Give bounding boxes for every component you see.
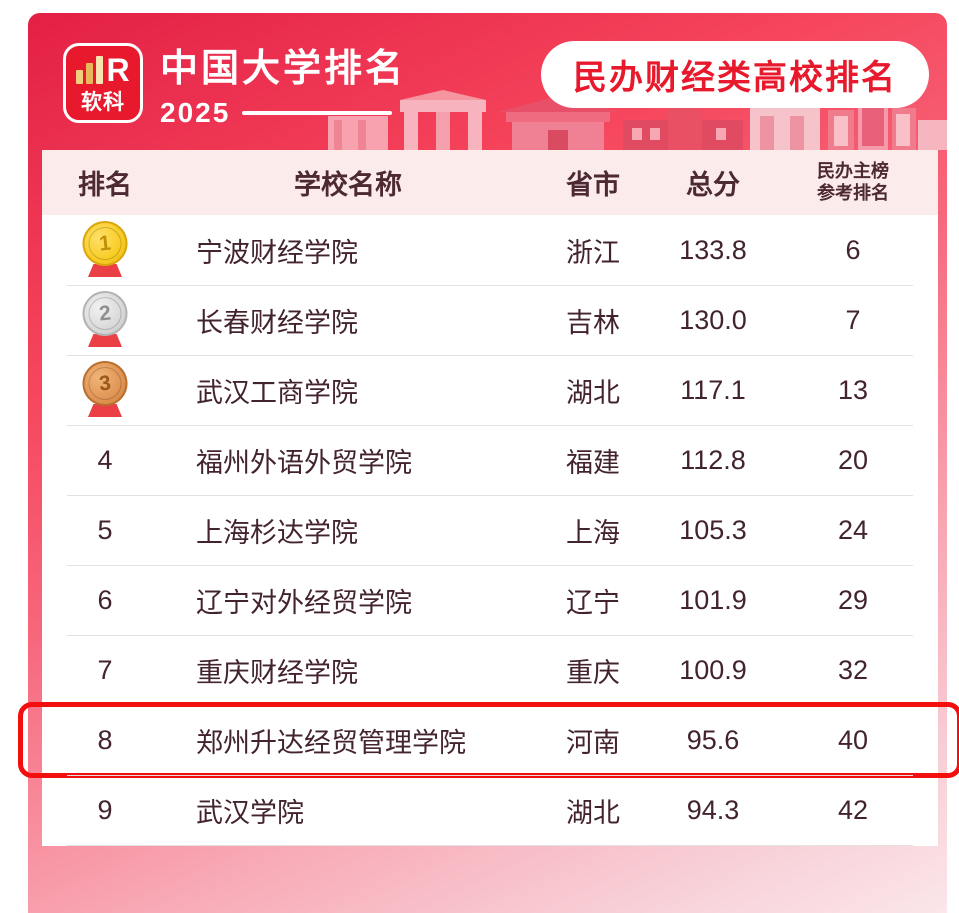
- province: 福建: [566, 447, 620, 478]
- province: 重庆: [566, 657, 620, 688]
- table-row: 7 重庆财经学院 重庆 100.9 32: [42, 635, 938, 705]
- medal-icon: 2: [80, 288, 130, 349]
- province: 湖北: [566, 797, 620, 828]
- logo-letter: R: [106, 52, 130, 88]
- total-score: 100.9: [679, 654, 747, 685]
- column-header-rank: 排名: [78, 170, 132, 200]
- school-name: 上海杉达学院: [196, 517, 358, 548]
- rank-number: 4: [97, 444, 113, 475]
- rank-number: 7: [97, 654, 113, 685]
- column-header-ref-line1: 民办主榜: [817, 160, 889, 181]
- rank-number: 5: [97, 514, 113, 545]
- ref-rank: 29: [837, 584, 869, 615]
- medal-icon: 1: [80, 218, 130, 279]
- table-row: 3 武汉工商学院 湖北 117.1 13: [42, 355, 938, 425]
- province: 上海: [566, 517, 620, 548]
- total-score: 95.6: [686, 724, 740, 755]
- rank-cell: 5: [42, 515, 168, 546]
- table-row: 5 上海杉达学院 上海 105.3 24: [42, 495, 938, 565]
- rank-cell: 9: [42, 795, 168, 826]
- ref-rank: 6: [845, 234, 861, 265]
- ref-rank: 32: [837, 654, 869, 685]
- total-score: 94.3: [686, 794, 740, 825]
- rank-cell: 7: [42, 655, 168, 686]
- total-score: 117.1: [680, 374, 746, 405]
- campus-skyline-illustration: [328, 90, 947, 150]
- ranking-table: 排名 学校名称 省市 总分 民办主榜 参考排名 1 宁波财经学院 浙江 133.…: [18, 150, 959, 846]
- school-name: 武汉工商学院: [196, 377, 358, 408]
- table-row: 6 辽宁对外经贸学院 辽宁 101.9 29: [42, 565, 938, 635]
- column-header-score: 总分: [686, 170, 740, 200]
- category-badge: 民办财经类高校排名: [541, 41, 929, 108]
- ref-rank: 7: [845, 304, 861, 335]
- total-score: 133.8: [679, 234, 747, 265]
- school-name: 辽宁对外经贸学院: [196, 587, 412, 618]
- table-row: 8 郑州升达经贸管理学院 河南 95.6 40: [18, 702, 959, 778]
- medal-coin: 2: [80, 288, 130, 339]
- ref-rank: 20: [837, 444, 869, 475]
- medal-icon: 3: [80, 358, 130, 419]
- rank-cell: 2: [42, 288, 168, 349]
- school-name: 武汉学院: [196, 797, 304, 828]
- medal-ribbon: [88, 404, 122, 417]
- ref-rank: 24: [837, 514, 869, 545]
- table-row: 2 长春财经学院 吉林 130.0 7: [42, 285, 938, 355]
- province: 浙江: [566, 237, 620, 268]
- card-header: R 软科 中国大学排名 2025 民办财经类高校排名: [28, 13, 947, 150]
- bar-chart-icon: [76, 56, 104, 84]
- ref-rank: 13: [837, 374, 869, 405]
- table-bottom-divider: [67, 845, 913, 846]
- year-label: 2025: [160, 96, 231, 128]
- rank-cell: 8: [42, 725, 168, 756]
- medal-coin: 1: [80, 218, 130, 269]
- ranking-card: R 软科 中国大学排名 2025 民办财经类高校排名: [18, 13, 959, 913]
- medal-coin: 3: [80, 358, 130, 409]
- logo-brand-text: 软科: [81, 91, 125, 114]
- school-name: 长春财经学院: [196, 307, 358, 338]
- rank-number: 8: [97, 724, 113, 755]
- medal-ribbon: [88, 264, 122, 277]
- rank-number: 9: [97, 794, 113, 825]
- column-header-ref-rank: 民办主榜 参考排名: [768, 161, 938, 204]
- rank-number: 6: [97, 584, 113, 615]
- column-header-province: 省市: [566, 170, 620, 200]
- school-name: 宁波财经学院: [196, 237, 358, 268]
- table-row: 1 宁波财经学院 浙江 133.8 6: [42, 215, 938, 285]
- school-name: 重庆财经学院: [196, 657, 358, 688]
- province: 河南: [566, 727, 620, 758]
- total-score: 112.8: [680, 444, 746, 475]
- total-score: 105.3: [679, 514, 747, 545]
- table-row: 9 武汉学院 湖北 94.3 42: [42, 775, 938, 845]
- rank-cell: 3: [42, 358, 168, 419]
- header-titles: 中国大学排名 2025: [160, 48, 407, 129]
- medal-ribbon: [88, 334, 122, 347]
- total-score: 101.9: [679, 584, 747, 615]
- ref-rank: 40: [837, 724, 869, 755]
- school-name: 郑州升达经贸管理学院: [196, 727, 466, 758]
- total-score: 130.0: [679, 304, 747, 335]
- rank-cell: 6: [42, 585, 168, 616]
- shangharanking-logo: R 软科: [63, 43, 143, 123]
- school-name: 福州外语外贸学院: [196, 447, 412, 478]
- province: 辽宁: [566, 587, 620, 618]
- title-underline: [242, 110, 393, 115]
- table-body: 1 宁波财经学院 浙江 133.8 6 2 长春财经学院 吉林 130.0 7 …: [18, 215, 959, 845]
- column-header-school: 学校名称: [294, 170, 402, 200]
- province: 吉林: [566, 307, 620, 338]
- table-header-row: 排名 学校名称 省市 总分 民办主榜 参考排名: [42, 150, 938, 215]
- column-header-ref-line2: 参考排名: [817, 182, 889, 203]
- page-title: 中国大学排名: [160, 48, 407, 90]
- province: 湖北: [566, 377, 620, 408]
- table-row: 4 福州外语外贸学院 福建 112.8 20: [42, 425, 938, 495]
- rank-cell: 4: [42, 445, 168, 476]
- rank-cell: 1: [42, 218, 168, 279]
- ref-rank: 42: [837, 794, 869, 825]
